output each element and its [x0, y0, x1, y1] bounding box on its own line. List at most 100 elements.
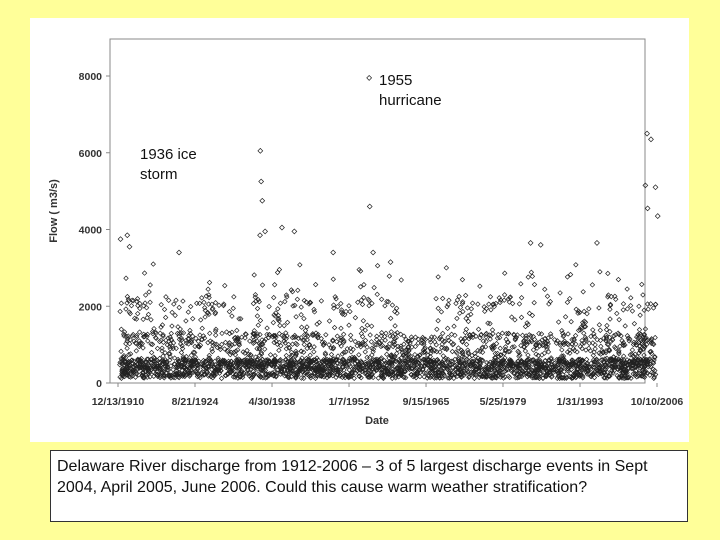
data-point: [117, 308, 123, 315]
data-point: [617, 358, 623, 365]
data-point: [640, 292, 646, 298]
data-point: [454, 350, 460, 356]
data-point: [360, 318, 367, 324]
data-point: [459, 370, 465, 376]
data-point: [445, 356, 451, 363]
data-point: [176, 369, 182, 376]
data-point: [143, 359, 149, 365]
data-point: [338, 309, 345, 315]
data-point: [610, 354, 617, 360]
data-point: [277, 300, 284, 306]
data-point: [124, 300, 130, 306]
data-point: [516, 349, 522, 356]
data-point: [304, 324, 310, 330]
data-point: [171, 301, 177, 307]
data-point: [325, 364, 331, 370]
data-point: [619, 372, 625, 378]
data-point: [272, 359, 278, 365]
data-point: [444, 304, 450, 310]
data-point: [620, 301, 627, 307]
data-point: [189, 337, 195, 343]
data-point: [490, 301, 496, 308]
data-point: [604, 364, 610, 371]
data-point: [300, 349, 307, 355]
data-point: [515, 358, 521, 365]
data-point: [341, 367, 347, 373]
data-point: [431, 334, 438, 340]
data-point: [391, 339, 398, 345]
data-point: [518, 295, 525, 301]
data-point: [459, 338, 465, 345]
data-point: [469, 352, 475, 359]
data-point: [267, 370, 273, 377]
data-point: [620, 342, 627, 349]
data-point: [136, 372, 142, 378]
data-point: [511, 371, 517, 377]
data-point: [521, 340, 528, 346]
data-point: [471, 368, 477, 375]
peak-event-point: [117, 236, 124, 242]
data-point: [603, 332, 609, 338]
data-point: [557, 340, 563, 346]
data-point: [422, 349, 428, 355]
data-point: [313, 359, 320, 365]
data-point: [331, 324, 338, 331]
data-point: [340, 339, 347, 346]
data-point: [491, 301, 497, 307]
data-point: [558, 374, 564, 381]
data-point: [378, 371, 385, 378]
data-point: [298, 360, 305, 366]
data-point: [277, 322, 283, 329]
data-point: [293, 353, 299, 359]
data-point: [197, 375, 203, 381]
data-point: [487, 320, 493, 327]
data-point: [559, 375, 566, 381]
data-point: [441, 373, 448, 379]
caption-box: Delaware River discharge from 1912-2006 …: [50, 450, 688, 522]
data-point: [312, 356, 318, 363]
data-point: [412, 356, 418, 363]
data-point: [196, 344, 202, 350]
data-point: [583, 337, 589, 344]
data-point: [380, 375, 386, 381]
data-point: [632, 370, 638, 377]
data-point: [580, 321, 587, 328]
data-point: [175, 361, 181, 367]
data-point: [127, 310, 133, 317]
data-point: [210, 362, 216, 369]
x-tick-label: 10/10/2006: [631, 396, 684, 408]
data-point: [195, 370, 201, 376]
data-point: [190, 349, 197, 355]
data-point: [175, 324, 181, 330]
data-point: [197, 332, 203, 338]
data-point: [257, 331, 263, 338]
data-point: [179, 345, 186, 352]
data-point: [226, 308, 233, 315]
data-point: [135, 357, 141, 363]
peak-event-point: [257, 232, 263, 239]
data-point: [151, 325, 157, 332]
data-point: [496, 334, 503, 341]
data-point: [522, 360, 528, 366]
data-point: [351, 364, 357, 370]
data-point: [455, 345, 462, 351]
data-point: [526, 358, 533, 365]
data-point: [642, 358, 648, 365]
data-point: [516, 301, 523, 307]
data-point: [612, 345, 619, 352]
data-point: [468, 311, 474, 318]
data-point: [295, 335, 302, 342]
data-point: [460, 299, 466, 305]
data-point: [358, 375, 364, 381]
data-point: [356, 352, 362, 358]
data-point: [328, 351, 335, 358]
data-point: [337, 373, 343, 379]
data-point: [501, 364, 507, 370]
data-point: [212, 309, 219, 316]
peak-event-point: [124, 232, 131, 239]
data-point: [306, 364, 313, 370]
data-point: [368, 323, 375, 329]
data-point: [327, 371, 333, 377]
data-point: [283, 292, 290, 298]
data-point: [497, 297, 504, 303]
